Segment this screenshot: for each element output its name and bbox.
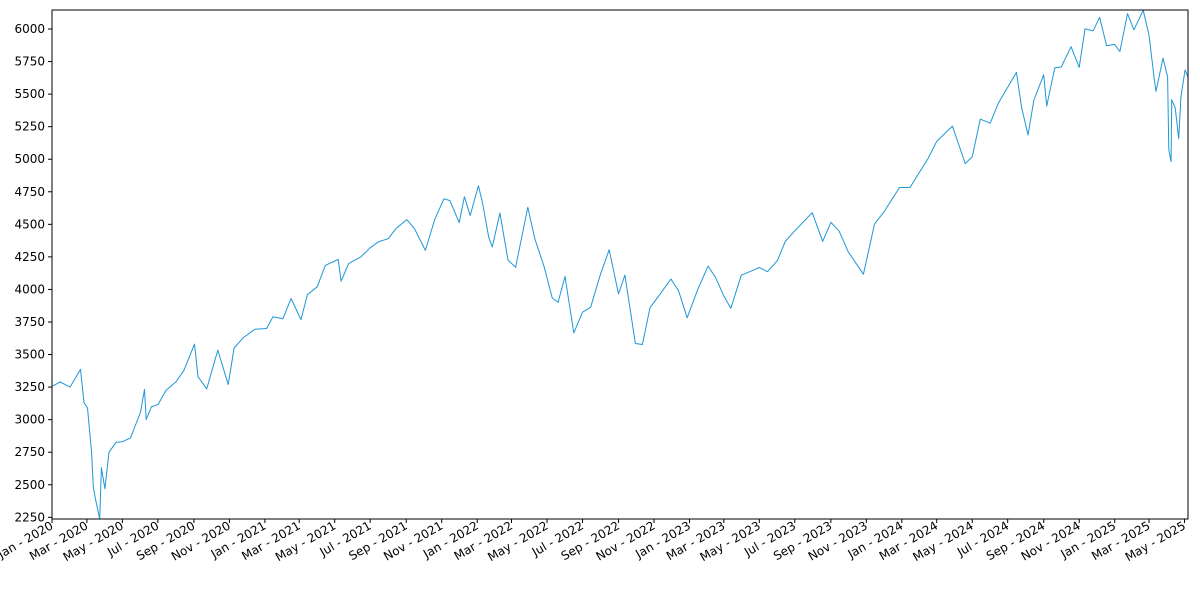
y-tick-label: 3250 <box>14 380 45 394</box>
y-tick-label: 2750 <box>14 445 45 459</box>
axis-ticks: 2250 2500 2750 3000 3250 3500 3750 4000 4250 4500… <box>0 22 1188 564</box>
y-tick-label: 3500 <box>14 348 45 362</box>
y-tick-label: 5750 <box>14 55 45 69</box>
y-tick-label: 5000 <box>14 152 45 166</box>
y-tick-label: 5500 <box>14 87 45 101</box>
plot-frame <box>51 9 1189 520</box>
series-line <box>52 9 1189 520</box>
y-tick-label: 3750 <box>14 315 45 329</box>
y-tick-label: 2250 <box>14 510 45 524</box>
y-tick-label: 4750 <box>14 185 45 199</box>
y-tick-label: 2500 <box>14 478 45 492</box>
y-tick-label: 4000 <box>14 282 45 296</box>
y-tick-label: 6000 <box>14 22 45 36</box>
y-tick-label: 5250 <box>14 120 45 134</box>
y-tick-label: 3000 <box>14 413 45 427</box>
y-tick-label: 4500 <box>14 217 45 231</box>
y-tick-label: 4250 <box>14 250 45 264</box>
